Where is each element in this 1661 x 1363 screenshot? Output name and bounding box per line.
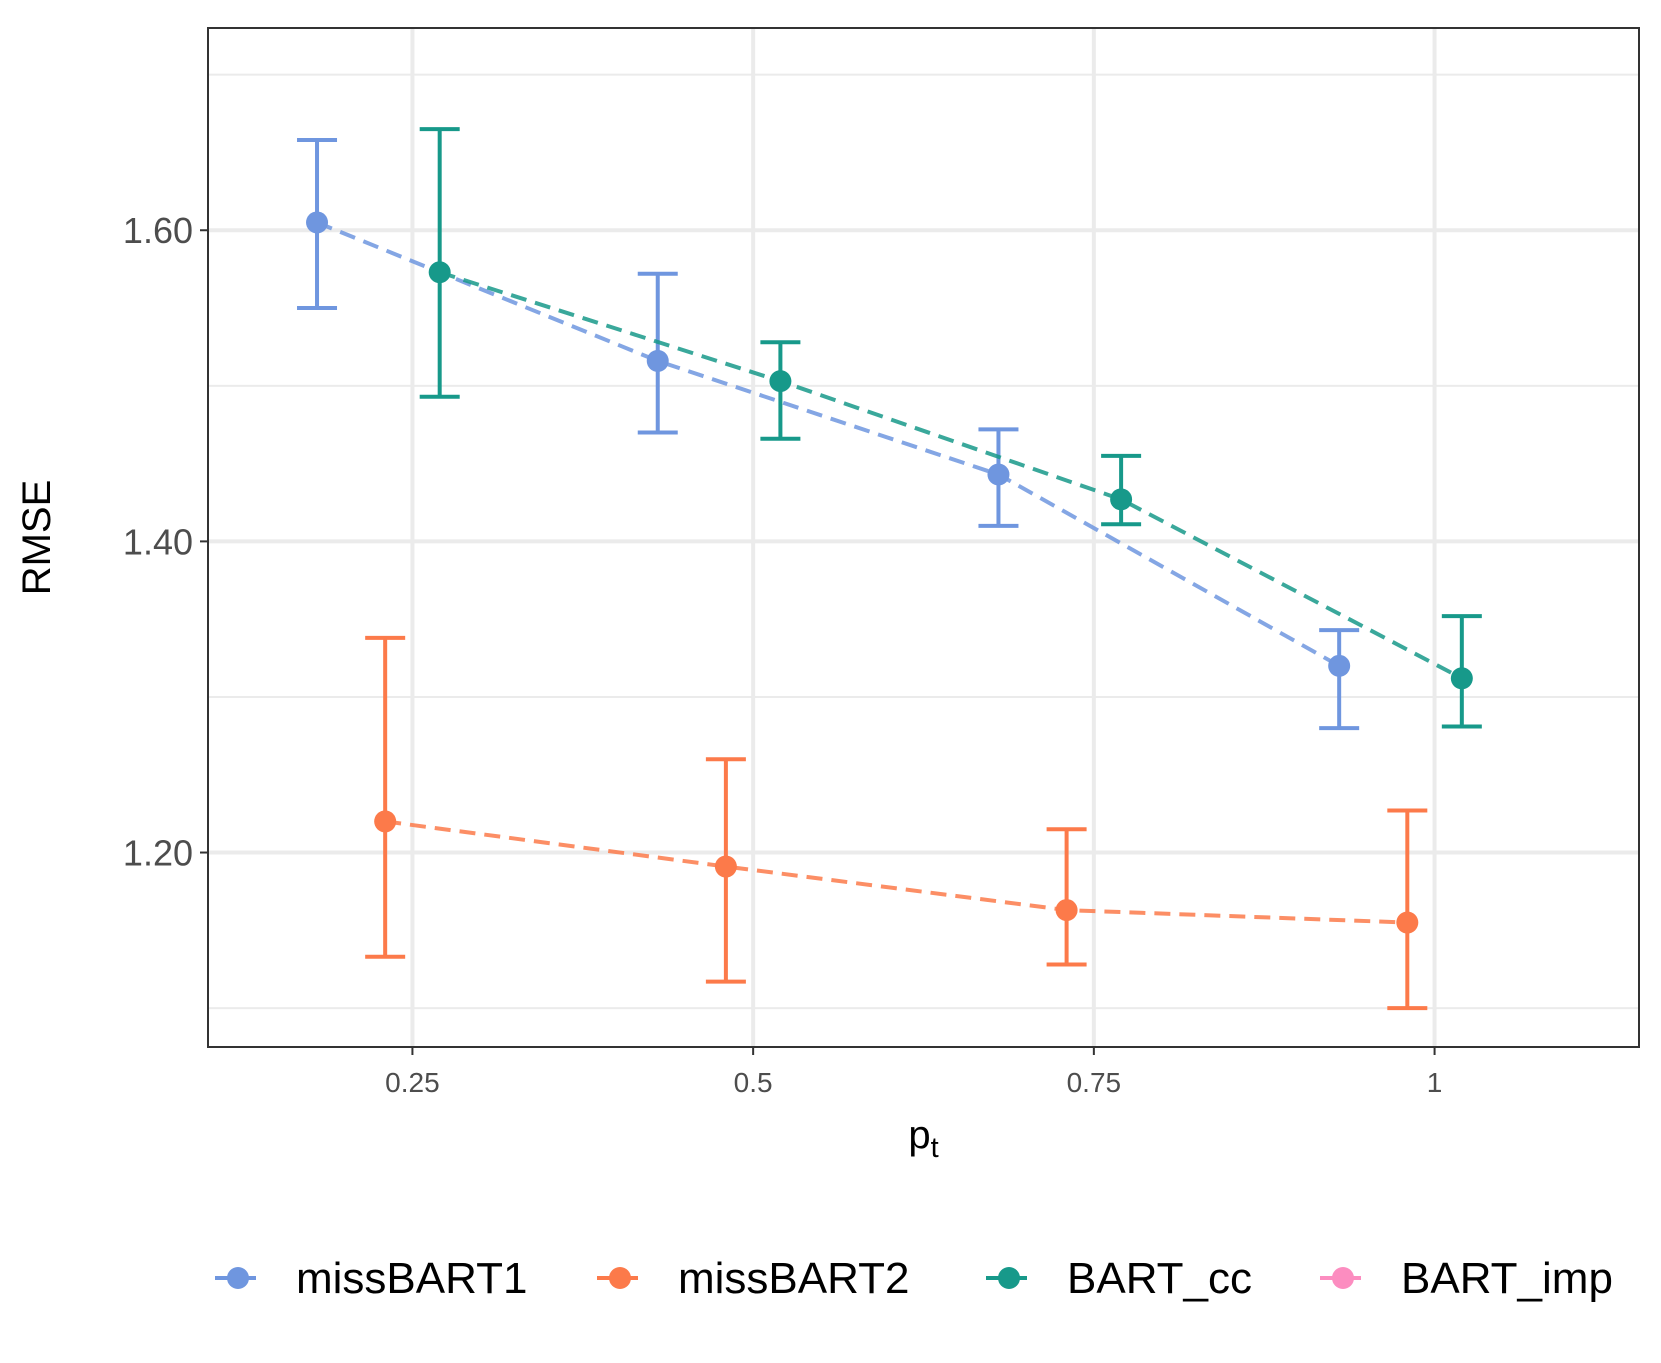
x-axis-title: pt [908,1113,938,1164]
panel-border [207,27,1640,1048]
series-line-missBART1 [316,220,1341,668]
series-line-missBART2 [384,819,1408,925]
data-point-BART_cc [769,370,792,393]
legend-key-point-missBART2 [609,1267,631,1289]
legend-key-point-BART_imp [1332,1267,1354,1289]
data-point-BART_cc [428,261,451,284]
data-point-missBART2 [1396,911,1419,934]
legend-item-missBART1: missBART1 [215,1254,527,1303]
legend-key-point-BART_cc [998,1267,1020,1289]
y-tick-label: 1.60 [123,210,193,251]
legend-label-BART_cc: BART_cc [1067,1254,1252,1303]
data-point-missBART2 [1055,899,1078,922]
data-point-missBART1 [306,211,329,234]
x-axis-title-subscript: t [931,1132,939,1164]
data-point-missBART1 [646,349,669,372]
x-tick-label: 0.25 [385,1067,440,1098]
x-tick-label: 0.5 [734,1067,773,1098]
y-tick-label: 1.20 [123,833,193,874]
series-layer [297,127,1482,1011]
legend: missBART1 missBART2 BART_cc BART_imp [215,1254,1613,1303]
data-point-BART_cc [1450,667,1473,690]
data-point-missBART2 [374,810,397,833]
x-axis-title-base: p [908,1113,930,1157]
grid [208,28,1639,1047]
data-point-missBART1 [987,463,1010,486]
x-tick-label: 1 [1427,1067,1443,1098]
legend-label-BART_imp: BART_imp [1401,1254,1613,1303]
legend-label-missBART1: missBART1 [296,1254,527,1303]
y-axis-title: RMSE [15,480,59,596]
x-tick-label: 0.75 [1067,1067,1122,1098]
data-point-missBART2 [714,855,737,878]
axes: 0.25 0.5 0.75 1 1.20 1.40 1.60 [123,210,1442,1098]
series-missBART1 [297,138,1360,731]
data-point-BART_cc [1110,488,1133,511]
legend-item-BART_imp: BART_imp [1320,1254,1613,1303]
legend-item-missBART2: missBART2 [597,1254,909,1303]
series-line-BART_cc [439,270,1463,681]
series-missBART2 [365,635,1428,1011]
y-tick-label: 1.40 [123,521,193,562]
series-BART_cc [419,127,1482,729]
legend-label-missBART2: missBART2 [678,1254,909,1303]
legend-key-point-missBART1 [227,1267,249,1289]
legend-item-BART_cc: BART_cc [986,1254,1252,1303]
data-point-missBART1 [1328,654,1351,677]
